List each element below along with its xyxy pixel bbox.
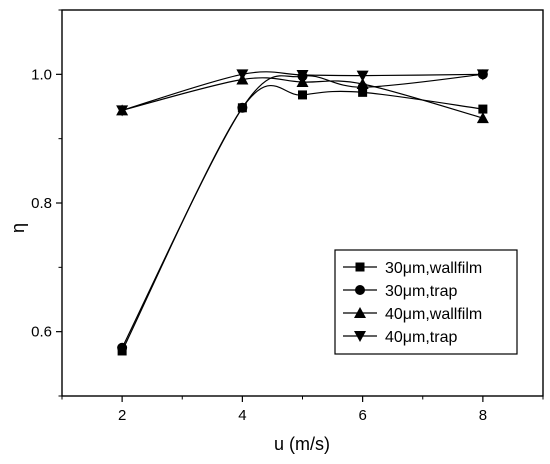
data-point xyxy=(476,69,489,81)
legend-marker xyxy=(354,331,366,342)
x-axis-title: u (m/s) xyxy=(274,434,330,454)
legend-box xyxy=(334,249,518,355)
legend-marker xyxy=(355,285,365,295)
data-point xyxy=(237,102,248,113)
legend: 30μm,wallfilm 30μm,trap 40μm,wallfilm 40μm,… xyxy=(334,249,518,355)
data-point xyxy=(356,70,369,82)
data-point xyxy=(356,77,369,89)
y-axis-title: η xyxy=(8,223,28,233)
legend-label: 40μm,trap xyxy=(385,329,457,346)
data-point xyxy=(117,342,128,353)
x-tick-label: 2 xyxy=(118,407,126,424)
axis-ticks: 2 4 6 8 0.6 0.8 1.0 xyxy=(31,9,544,424)
data-point xyxy=(478,104,488,114)
x-tick-label: 4 xyxy=(238,407,246,424)
data-point xyxy=(298,90,307,100)
x-tick-label: 6 xyxy=(358,407,366,424)
y-tick-label: 0.6 xyxy=(31,324,52,341)
data-point xyxy=(296,76,309,88)
data-point xyxy=(476,112,489,124)
y-tick-label: 0.8 xyxy=(31,195,52,212)
legend-marker xyxy=(354,307,366,318)
series-line xyxy=(121,73,483,349)
data-point xyxy=(358,87,368,97)
data-point xyxy=(116,105,129,117)
legend-label: 30μm,trap xyxy=(385,283,457,300)
legend-marker xyxy=(355,262,365,272)
series-4 xyxy=(116,69,489,117)
data-point xyxy=(236,69,249,81)
series-layer xyxy=(116,69,489,356)
legend-label: 40μm,wallfilm xyxy=(385,306,482,323)
x-tick-label: 8 xyxy=(479,407,487,424)
legend-label: 30μm,wallfilm xyxy=(385,260,482,277)
y-tick-label: 1.0 xyxy=(31,66,52,83)
data-point xyxy=(296,69,309,81)
